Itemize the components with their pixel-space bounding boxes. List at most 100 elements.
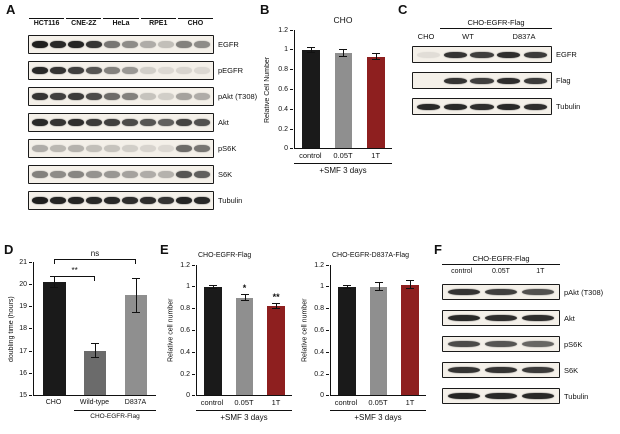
blot-strip: [412, 72, 552, 89]
blot-row: pAkt (T308): [28, 87, 257, 106]
protein-band: [86, 41, 102, 48]
protein-band: [447, 367, 480, 373]
protein-band: [104, 93, 120, 100]
blot-lane: [139, 140, 157, 157]
blot-strip: [442, 284, 560, 300]
blot-lane: [31, 114, 49, 131]
blot-lane: [445, 311, 482, 325]
protein-band: [68, 41, 84, 48]
protein-band: [68, 171, 84, 178]
bar-slot: [327, 30, 359, 148]
panel-label-a: A: [6, 2, 16, 17]
data-bar: [124, 295, 147, 395]
blot-protein-label: S6K: [218, 170, 233, 179]
protein-band: [158, 171, 174, 178]
y-axis: 1.2 1 0.8 0.6 0.4 0.2 0: [314, 261, 324, 400]
data-bar: [401, 284, 419, 395]
blot-lane: [520, 363, 557, 377]
protein-band: [470, 103, 494, 110]
protein-band: [50, 41, 66, 48]
bar-slot: **: [260, 265, 292, 395]
protein-band: [176, 93, 192, 100]
construct-header: CHO-EGFR-Flag: [442, 254, 560, 265]
blot-lane: [139, 88, 157, 105]
blot-lane: [103, 114, 121, 131]
blot-strip: [28, 113, 214, 132]
protein-band: [194, 41, 210, 48]
protein-band: [522, 393, 555, 399]
x-tick-label: 0.05T: [368, 398, 388, 407]
error-bar: [131, 277, 140, 313]
protein-band: [470, 77, 494, 84]
blot-protein-label: Tubulin: [556, 102, 581, 111]
bar-slot: *: [229, 265, 261, 395]
protein-band: [140, 171, 156, 178]
protein-band: [86, 67, 102, 74]
protein-band: [158, 41, 174, 48]
error-bar: [91, 342, 99, 359]
protein-band: [122, 171, 138, 178]
x-axis-group-label: CHO-EGFR-Flag: [73, 410, 156, 420]
blot-lane: [67, 140, 85, 157]
blot-group-f: pAkt (T308) Akt pS6K S6K Tubulin: [442, 284, 603, 414]
bar-slot: [295, 30, 327, 148]
protein-band: [68, 67, 84, 74]
protein-band: [104, 119, 120, 126]
protein-band: [140, 145, 156, 152]
blot-protein-label: Akt: [564, 313, 575, 323]
blot-lane: [157, 114, 175, 131]
panel-label-f: F: [434, 242, 442, 257]
blot-protein-label: pS6K: [218, 144, 237, 153]
cell-line-label-hela: HeLa: [103, 18, 139, 27]
blot-lane: [175, 88, 193, 105]
protein-band: [484, 393, 518, 399]
blot-row: EGFR: [28, 35, 257, 54]
blot-lane: [49, 192, 67, 209]
data-bar: [43, 281, 66, 395]
blot-protein-label: Akt: [218, 118, 229, 127]
error-bar: [374, 282, 383, 291]
significance-bracket: ns: [54, 250, 136, 264]
data-bar: [204, 286, 222, 395]
x-tick-label: 0.05T: [234, 398, 254, 407]
cell-line-label-hct116: HCT116: [29, 18, 65, 27]
significance-marker: *: [242, 283, 247, 294]
blot-lane: [175, 62, 193, 79]
protein-band: [158, 197, 174, 204]
blot-lane: [157, 36, 175, 53]
protein-band: [104, 145, 120, 152]
blot-lane: [103, 140, 121, 157]
protein-band: [104, 41, 120, 48]
protein-band: [416, 103, 440, 110]
protein-band: [443, 51, 467, 58]
protein-band: [158, 93, 174, 100]
protein-band: [176, 119, 192, 126]
blot-row: pS6K: [442, 336, 603, 352]
protein-band: [50, 197, 66, 204]
y-axis: 1.2 1 0.8 0.6 0.4 0.2 0: [278, 26, 288, 153]
blot-lane: [495, 47, 522, 62]
blot-lane: [31, 36, 49, 53]
significance-text: **: [71, 266, 78, 275]
blot-lane: [103, 88, 121, 105]
blot-lane: [495, 73, 522, 88]
blot-lane: [193, 140, 211, 157]
y-axis-label: Relative cell number: [167, 298, 175, 363]
blot-lane: [175, 36, 193, 53]
protein-band: [484, 289, 518, 295]
blot-lane: [469, 73, 496, 88]
blot-lane: [85, 140, 103, 157]
blot-lane: [85, 192, 103, 209]
protein-band: [86, 93, 102, 100]
data-bar: [302, 49, 321, 148]
blot-lane: [85, 88, 103, 105]
d837a-flag-cell-number-chart: CHO-EGFR-D837A-Flag Relative cell number…: [300, 252, 426, 424]
blot-protein-label: Flag: [556, 76, 571, 85]
blot-lane: [442, 73, 469, 88]
protein-band: [522, 341, 555, 347]
blot-strip: [442, 310, 560, 326]
blot-lane: [175, 192, 193, 209]
blot-row: Tubulin: [412, 98, 580, 115]
blot-protein-label: pAkt (T308): [218, 92, 258, 101]
